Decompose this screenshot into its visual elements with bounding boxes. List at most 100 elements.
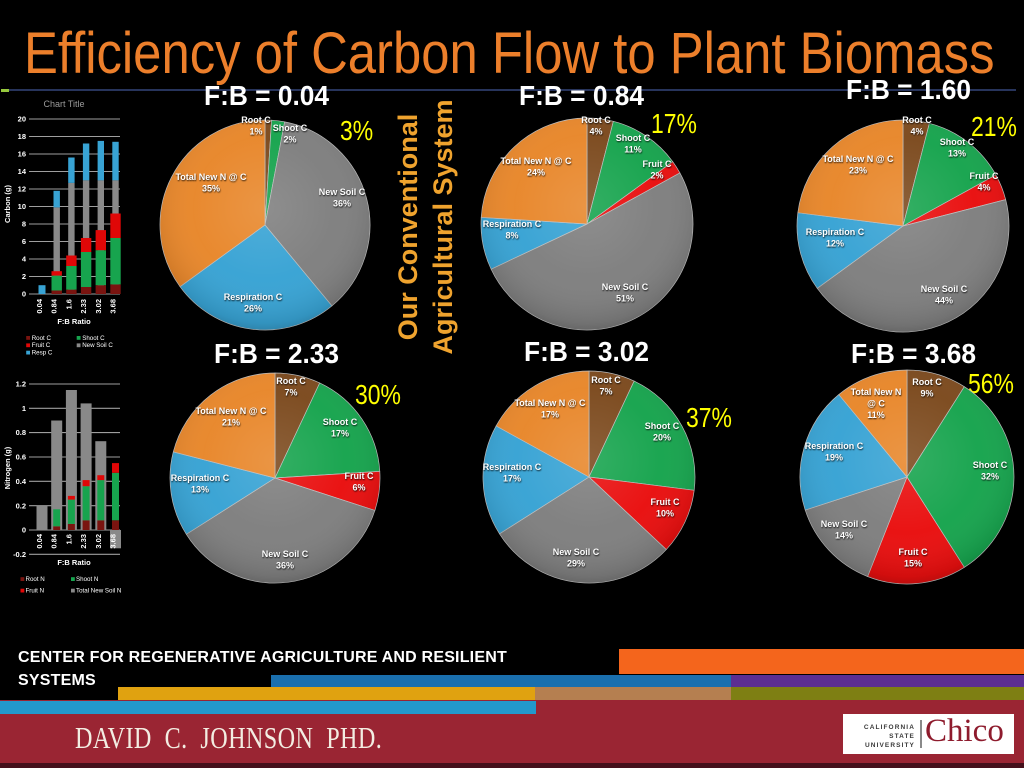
svg-text:Root C: Root C (32, 335, 52, 342)
svg-text:New Soil C: New Soil C (602, 282, 649, 292)
svg-text:1.2: 1.2 (16, 380, 26, 389)
svg-text:10: 10 (18, 202, 26, 211)
svg-text:Fruit C: Fruit C (651, 497, 680, 507)
svg-text:Shoot C: Shoot C (273, 123, 308, 133)
svg-text:Shoot C: Shoot C (616, 133, 651, 143)
svg-text:New Soil C: New Soil C (319, 187, 366, 197)
svg-text:New Soil C: New Soil C (82, 342, 113, 349)
svg-text:23%: 23% (849, 166, 867, 176)
svg-text:4%: 4% (589, 127, 602, 137)
svg-text:Total New N: Total New N (851, 387, 902, 397)
svg-text:Respiration C: Respiration C (224, 292, 283, 302)
svg-text:Shoot C: Shoot C (82, 335, 105, 342)
svg-text:29%: 29% (567, 559, 585, 569)
svg-text:Shoot C: Shoot C (940, 137, 975, 147)
svg-text:32%: 32% (981, 472, 999, 482)
svg-text:Root C: Root C (581, 115, 611, 125)
svg-text:Total New Soil N: Total New Soil N (76, 588, 121, 595)
svg-text:13%: 13% (948, 149, 966, 159)
svg-text:1.6: 1.6 (64, 299, 73, 309)
svg-text:Total New N @ C: Total New N @ C (500, 156, 572, 166)
svg-text:2%: 2% (650, 171, 663, 181)
svg-text:Root C: Root C (591, 375, 621, 385)
svg-text:Root N: Root N (26, 576, 45, 583)
svg-text:0.2: 0.2 (16, 501, 26, 510)
svg-text:17%: 17% (331, 429, 349, 439)
svg-text:8%: 8% (505, 231, 518, 241)
svg-text:2: 2 (22, 272, 26, 281)
svg-text:6%: 6% (352, 483, 365, 493)
svg-text:21%: 21% (222, 418, 240, 428)
svg-text:0.04: 0.04 (35, 298, 44, 313)
svg-text:11%: 11% (867, 410, 885, 420)
svg-text:New Soil C: New Soil C (262, 549, 309, 559)
svg-text:Root C: Root C (902, 115, 932, 125)
svg-text:4: 4 (22, 255, 27, 264)
svg-text:3.02: 3.02 (94, 299, 103, 314)
svg-text:4%: 4% (910, 127, 923, 137)
svg-text:24%: 24% (527, 168, 545, 178)
svg-text:Root C: Root C (276, 376, 306, 386)
svg-text:Total New N @ C: Total New N @ C (514, 398, 586, 408)
svg-text:New Soil C: New Soil C (821, 519, 868, 529)
svg-text:0.4: 0.4 (16, 477, 27, 486)
svg-text:Fruit C: Fruit C (32, 342, 51, 349)
svg-text:Resp C: Resp C (32, 350, 53, 357)
svg-text:Shoot C: Shoot C (973, 460, 1008, 470)
svg-text:51%: 51% (616, 294, 634, 304)
svg-text:0: 0 (22, 526, 26, 535)
svg-text:Total New N @ C: Total New N @ C (175, 172, 247, 182)
svg-text:7%: 7% (599, 387, 612, 397)
svg-text:14: 14 (18, 167, 27, 176)
svg-text:New Soil C: New Soil C (921, 284, 968, 294)
svg-text:3.02: 3.02 (94, 534, 103, 549)
svg-text:@ C: @ C (867, 399, 885, 409)
svg-text:4%: 4% (977, 183, 990, 193)
svg-text:9%: 9% (920, 389, 933, 399)
svg-text:0.04: 0.04 (35, 533, 44, 548)
svg-text:36%: 36% (276, 561, 294, 571)
svg-text:26%: 26% (244, 304, 262, 314)
svg-text:0.84: 0.84 (50, 298, 59, 313)
svg-text:44%: 44% (935, 296, 953, 306)
svg-text:36%: 36% (333, 199, 351, 209)
svg-text:F:B Ratio: F:B Ratio (57, 558, 91, 567)
svg-text:2.33: 2.33 (79, 299, 88, 314)
svg-text:F:B Ratio: F:B Ratio (57, 317, 91, 326)
svg-text:Respiration C: Respiration C (483, 462, 542, 472)
svg-text:Shoot C: Shoot C (645, 421, 680, 431)
svg-text:11%: 11% (624, 145, 642, 155)
svg-text:Shoot N: Shoot N (76, 576, 98, 583)
svg-text:7%: 7% (284, 388, 297, 398)
svg-text:12%: 12% (826, 239, 844, 249)
svg-text:New Soil C: New Soil C (553, 547, 600, 557)
svg-text:Root C: Root C (912, 377, 942, 387)
svg-text:14%: 14% (835, 531, 853, 541)
svg-text:Respiration C: Respiration C (806, 227, 865, 237)
svg-text:1%: 1% (249, 127, 262, 137)
svg-text:1.6: 1.6 (64, 534, 73, 544)
svg-text:18: 18 (18, 132, 26, 141)
svg-text:Shoot C: Shoot C (323, 417, 358, 427)
svg-text:1: 1 (22, 404, 26, 413)
svg-text:Fruit C: Fruit C (345, 471, 374, 481)
svg-text:Respiration C: Respiration C (805, 441, 864, 451)
svg-text:20%: 20% (653, 433, 671, 443)
svg-text:Total New N @ C: Total New N @ C (822, 154, 894, 164)
svg-text:Total New N @ C: Total New N @ C (195, 406, 267, 416)
svg-text:6: 6 (22, 237, 26, 246)
svg-text:2.33: 2.33 (79, 534, 88, 549)
svg-text:3.68: 3.68 (109, 534, 118, 549)
svg-text:Respiration C: Respiration C (483, 219, 542, 229)
svg-text:19%: 19% (825, 453, 843, 463)
svg-text:0.84: 0.84 (50, 533, 59, 548)
svg-text:-0.2: -0.2 (13, 550, 26, 559)
svg-text:10%: 10% (656, 509, 674, 519)
svg-text:3.68: 3.68 (109, 299, 118, 314)
svg-text:0.8: 0.8 (16, 428, 26, 437)
svg-text:Fruit N: Fruit N (26, 588, 45, 595)
svg-text:0: 0 (22, 290, 26, 299)
svg-text:17%: 17% (541, 410, 559, 420)
svg-text:16: 16 (18, 150, 26, 159)
svg-text:20: 20 (18, 115, 26, 124)
